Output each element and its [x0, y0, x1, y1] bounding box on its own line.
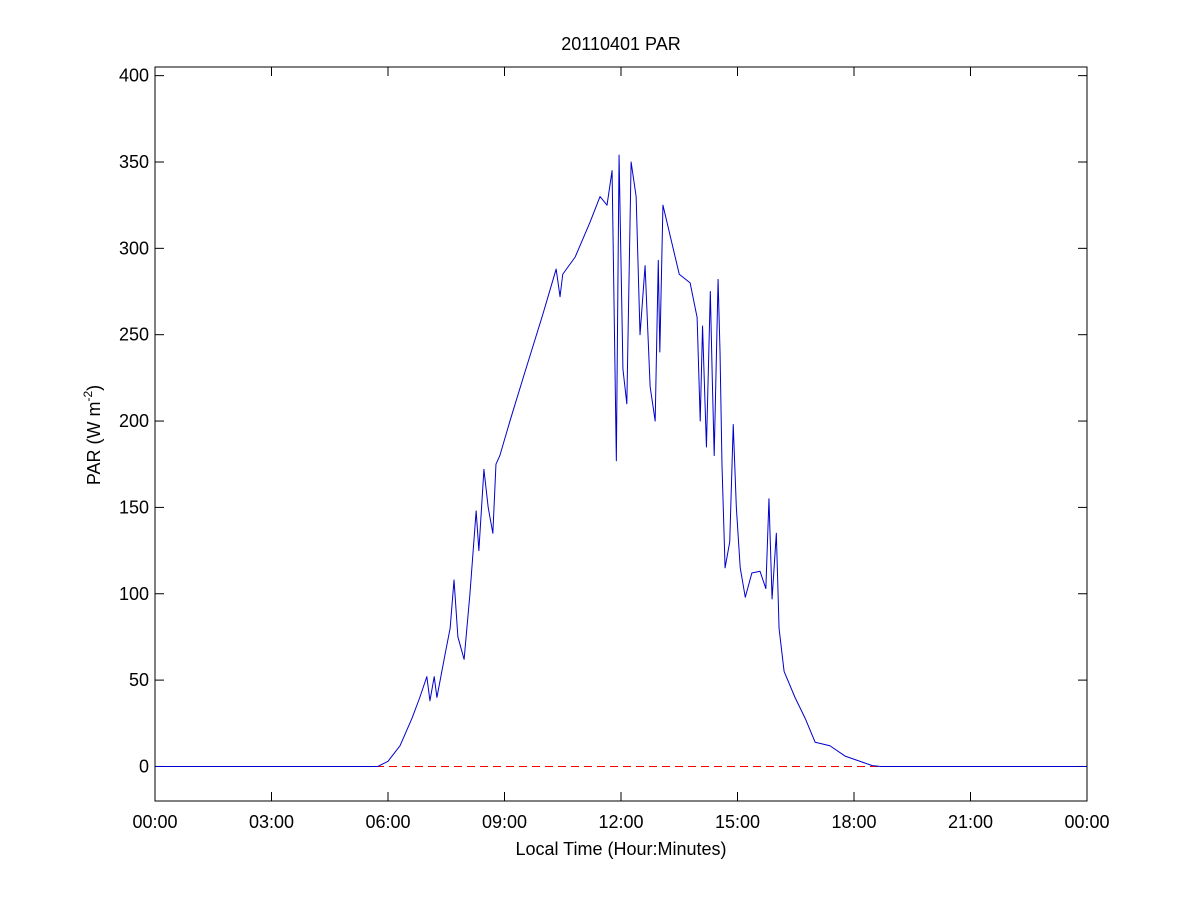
chart-title: 20110401 PAR — [561, 34, 680, 54]
y-axis-label-main: PAR (W m — [84, 402, 104, 486]
y-tick-label: 200 — [119, 411, 149, 431]
y-tick-label: 100 — [119, 584, 149, 604]
x-tick-label: 09:00 — [482, 812, 527, 832]
x-tick-label: 18:00 — [831, 812, 876, 832]
y-tick-label: 250 — [119, 325, 149, 345]
x-tick-label: 06:00 — [365, 812, 410, 832]
x-tick-label: 00:00 — [1064, 812, 1109, 832]
y-axis-label-tail: ) — [84, 385, 104, 391]
x-tick-label: 21:00 — [948, 812, 993, 832]
y-axis-label: PAR (W m-2) — [81, 385, 104, 485]
plot-frame — [154, 66, 1088, 802]
x-tick-label: 03:00 — [249, 812, 294, 832]
y-tick-label: 350 — [119, 152, 149, 172]
y-tick-label: 50 — [129, 670, 149, 690]
x-axis-label: Local Time (Hour:Minutes) — [515, 839, 726, 859]
y-axis-label-sup: -2 — [81, 391, 95, 402]
x-tick-label: 15:00 — [715, 812, 760, 832]
x-tick-label: 12:00 — [598, 812, 643, 832]
data-line — [155, 154, 1087, 767]
y-tick-label: 300 — [119, 238, 149, 258]
y-tick-label: 150 — [119, 497, 149, 517]
y-tick-label: 400 — [119, 66, 149, 86]
x-tick-label: 00:00 — [132, 812, 177, 832]
y-tick-label: 0 — [139, 756, 149, 776]
